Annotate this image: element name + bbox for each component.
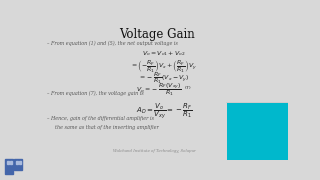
Bar — [7, 161, 9, 164]
Text: Voltage Gain: Voltage Gain — [119, 28, 195, 41]
Bar — [10, 161, 12, 164]
Bar — [19, 161, 21, 164]
Text: $= -\dfrac{R_F}{R_1}\left(V_x - V_y\right)$: $= -\dfrac{R_F}{R_1}\left(V_x - V_y\righ… — [138, 70, 190, 86]
Text: – From equation (7), the voltage gain is: – From equation (7), the voltage gain is — [47, 91, 144, 96]
Text: $A_D = \dfrac{V_o}{V_{xy}} = -\dfrac{R_F}{R_1}$: $A_D = \dfrac{V_o}{V_{xy}} = -\dfrac{R_F… — [136, 101, 192, 121]
Text: $= \left(-\dfrac{R_F}{R_1}\right)V_x + \left(\dfrac{R_F}{R_1}\right)V_y$: $= \left(-\dfrac{R_F}{R_1}\right)V_x + \… — [130, 58, 198, 74]
Text: – Hence, gain of the differential amplifier is: – Hence, gain of the differential amplif… — [47, 116, 155, 121]
Bar — [15, 161, 18, 164]
Text: the same as that of the inverting amplifier: the same as that of the inverting amplif… — [55, 125, 159, 130]
Bar — [14, 159, 22, 170]
Bar — [5, 159, 13, 174]
Text: $V_o = -\dfrac{R_F(V_{xy})}{R_1}\;\;^{(7)}$: $V_o = -\dfrac{R_F(V_{xy})}{R_1}\;\;^{(7… — [136, 82, 192, 98]
FancyBboxPatch shape — [226, 102, 288, 103]
Text: $V_o = V_{o1} + V_{o2}$: $V_o = V_{o1} + V_{o2}$ — [142, 49, 186, 58]
Text: Walchand Institute of Technology, Solapur: Walchand Institute of Technology, Solapu… — [113, 148, 196, 153]
FancyBboxPatch shape — [227, 102, 288, 160]
Text: – From equation (1) and (5), the net output voltage is: – From equation (1) and (5), the net out… — [47, 40, 178, 46]
